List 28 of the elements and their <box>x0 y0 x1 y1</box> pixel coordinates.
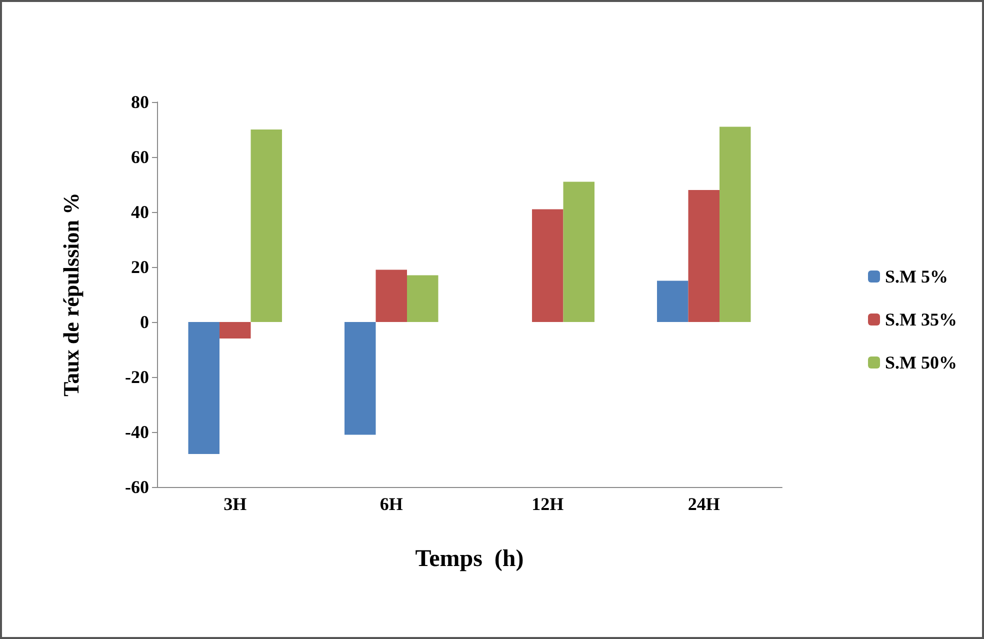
x-axis-title: Temps (h) <box>415 546 524 572</box>
y-tick-label: 20 <box>131 257 149 277</box>
x-tick-label: 6H <box>380 494 403 514</box>
bar <box>344 322 376 435</box>
bar <box>688 190 720 322</box>
y-tick-label: 0 <box>140 312 149 332</box>
bar <box>250 130 282 322</box>
y-tick-label: 80 <box>131 92 149 112</box>
legend-label: S.M 5% <box>885 266 948 286</box>
y-tick-label: -40 <box>125 422 149 442</box>
x-tick-label: 24H <box>688 494 720 514</box>
bar <box>188 322 220 454</box>
x-tick-label: 3H <box>224 494 247 514</box>
y-axis-title: Taux de répulssion % <box>58 192 84 396</box>
bar <box>657 280 688 322</box>
y-tick-label: -20 <box>125 367 149 387</box>
bar <box>220 322 251 338</box>
bar <box>563 182 594 322</box>
legend-label: S.M 35% <box>885 310 957 330</box>
y-tick-label: 60 <box>131 147 149 167</box>
x-tick-label: 12H <box>532 494 564 514</box>
bar <box>407 275 438 322</box>
y-tick-label: -60 <box>125 477 149 497</box>
bar <box>532 209 564 322</box>
legend-label: S.M 50% <box>885 352 957 372</box>
bar <box>720 126 751 322</box>
y-tick-label: 40 <box>131 202 149 222</box>
bar <box>376 270 407 322</box>
